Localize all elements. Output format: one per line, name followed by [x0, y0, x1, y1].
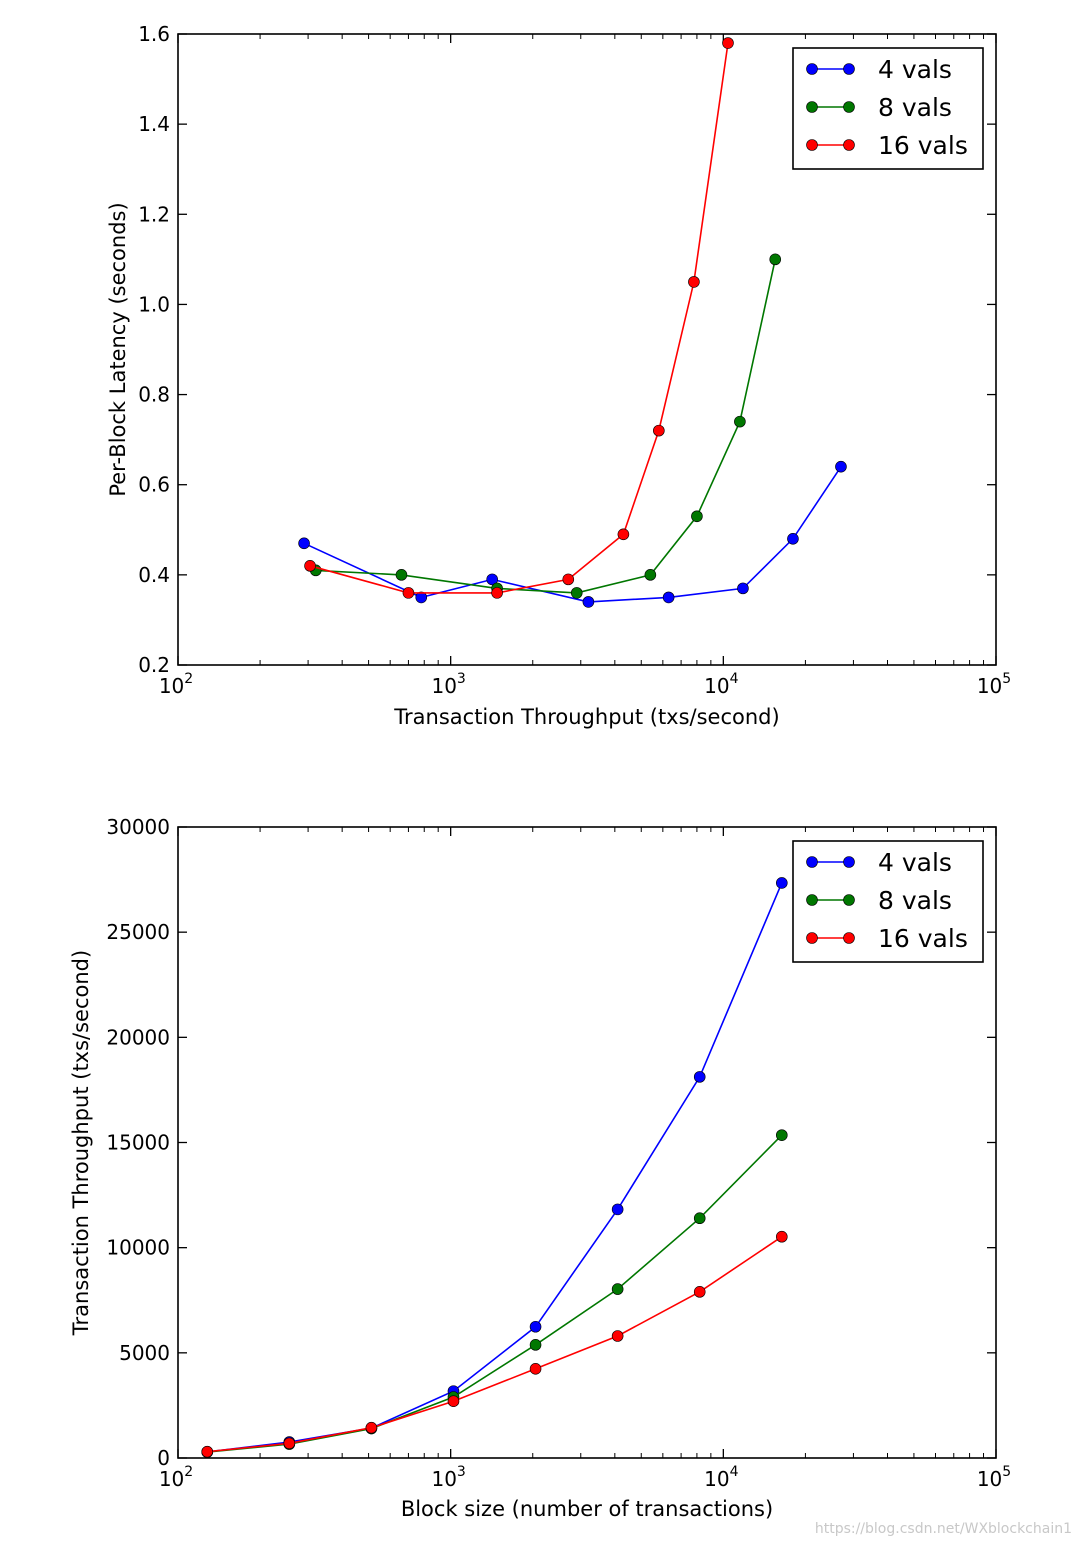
x-axis-label: Block size (number of transactions) — [401, 1497, 773, 1521]
data-point — [611, 1283, 624, 1295]
chart-2: 102 103 104 105 0 5000 10000 15000 20000 25000 300… — [69, 815, 1011, 1521]
data-point — [415, 591, 428, 604]
series-line-1 — [207, 882, 783, 1453]
data-point — [662, 591, 675, 604]
legend-marker — [806, 894, 818, 906]
y-tick-label: 0.6 — [138, 473, 170, 497]
data-point — [644, 569, 657, 581]
data-point — [582, 596, 595, 608]
data-point — [611, 1203, 624, 1216]
data-point — [304, 560, 316, 572]
data-point — [570, 587, 583, 599]
legend-marker — [843, 101, 855, 113]
x-tick-label: 105 — [977, 671, 1011, 698]
y-tick-label: 1.6 — [138, 22, 170, 46]
y-tick-label: 25000 — [106, 920, 170, 944]
legend-marker — [843, 63, 855, 75]
series-line-1 — [303, 466, 842, 603]
x-tick-label: 102 — [159, 671, 193, 698]
data-point — [529, 1339, 542, 1351]
y-tick-label: 1.0 — [138, 292, 170, 316]
y-tick-label: 30000 — [106, 815, 170, 839]
series-line-2 — [315, 259, 776, 594]
data-point — [693, 1286, 706, 1298]
axes-frame — [177, 33, 997, 666]
data-point — [283, 1437, 296, 1450]
data-point — [298, 537, 310, 550]
legend-marker — [806, 139, 818, 151]
data-point — [688, 276, 700, 288]
series-line-2 — [207, 1134, 783, 1453]
data-point — [562, 573, 575, 586]
data-point — [617, 528, 630, 541]
x-tick-label: 105 — [977, 1464, 1011, 1491]
series-line-3 — [207, 1236, 783, 1453]
y-tick-label: 0.8 — [138, 383, 170, 407]
data-point — [835, 460, 847, 473]
y-tick-label: 1.2 — [138, 202, 170, 226]
y-tick-label: 10000 — [106, 1236, 170, 1260]
data-point — [775, 1230, 788, 1243]
y-axis-label: Transaction Throughput (txs/second) — [69, 950, 93, 1336]
data-point — [693, 1071, 706, 1083]
data-point — [402, 587, 415, 599]
legend-marker — [806, 932, 818, 944]
legend-box — [792, 840, 984, 963]
legend-marker — [843, 894, 855, 906]
y-tick-label: 5000 — [119, 1341, 170, 1365]
legend-marker — [843, 856, 855, 868]
y-tick-label: 15000 — [106, 1131, 170, 1155]
legend-label: 4 vals — [878, 848, 952, 877]
legend-label: 8 vals — [878, 93, 952, 122]
data-point — [201, 1445, 214, 1458]
data-point — [769, 253, 782, 266]
legend: 4 vals 8 vals 16 vals — [792, 47, 984, 170]
x-tick-label: 104 — [704, 671, 738, 698]
legend-label: 16 vals — [878, 131, 968, 160]
data-point — [787, 532, 799, 545]
legend-label: 8 vals — [878, 886, 952, 915]
legend-marker — [806, 856, 818, 868]
legend-box — [792, 47, 984, 170]
x-axis-label: Transaction Throughput (txs/second) — [393, 705, 779, 729]
x-tick-label: 103 — [431, 671, 465, 698]
y-tick-label: 20000 — [106, 1025, 170, 1049]
x-tick-label: 104 — [704, 1464, 738, 1491]
data-point — [775, 877, 788, 889]
x-tick-label: 102 — [159, 1464, 193, 1491]
data-point — [737, 582, 749, 595]
x-tick-label: 103 — [431, 1464, 465, 1491]
y-tick-label: 1.4 — [138, 112, 170, 136]
data-point — [395, 569, 408, 581]
legend-marker — [806, 63, 818, 75]
data-point — [693, 1212, 706, 1225]
chart-1: 102 103 104 105 0.2 0.4 0.6 0.8 1.0 1.2 1.4 1.6 Tran… — [106, 22, 1011, 729]
legend-marker — [843, 139, 855, 151]
y-tick-label: 0 — [157, 1446, 170, 1470]
legend-label: 16 vals — [878, 924, 968, 953]
legend: 4 vals 8 vals 16 vals — [792, 840, 984, 963]
data-point — [722, 37, 734, 49]
legend-label: 4 vals — [878, 55, 952, 84]
data-point — [775, 1129, 788, 1141]
data-point — [447, 1395, 460, 1408]
legend-marker — [843, 932, 855, 944]
y-tick-label: 0.2 — [138, 653, 170, 677]
data-point — [653, 424, 665, 437]
watermark-text: https://blog.csdn.net/WXblockchain1 — [814, 1521, 1072, 1537]
data-point — [491, 587, 503, 599]
data-point — [529, 1363, 542, 1375]
data-point — [611, 1330, 624, 1342]
series-line-3 — [309, 42, 729, 594]
data-point — [691, 510, 703, 523]
data-point — [486, 573, 498, 586]
data-point — [529, 1320, 542, 1333]
data-point — [365, 1421, 378, 1434]
y-axis-label: Per-Block Latency (seconds) — [106, 202, 130, 496]
legend-marker — [806, 101, 818, 113]
data-point — [734, 415, 746, 428]
y-tick-label: 0.4 — [138, 563, 170, 587]
